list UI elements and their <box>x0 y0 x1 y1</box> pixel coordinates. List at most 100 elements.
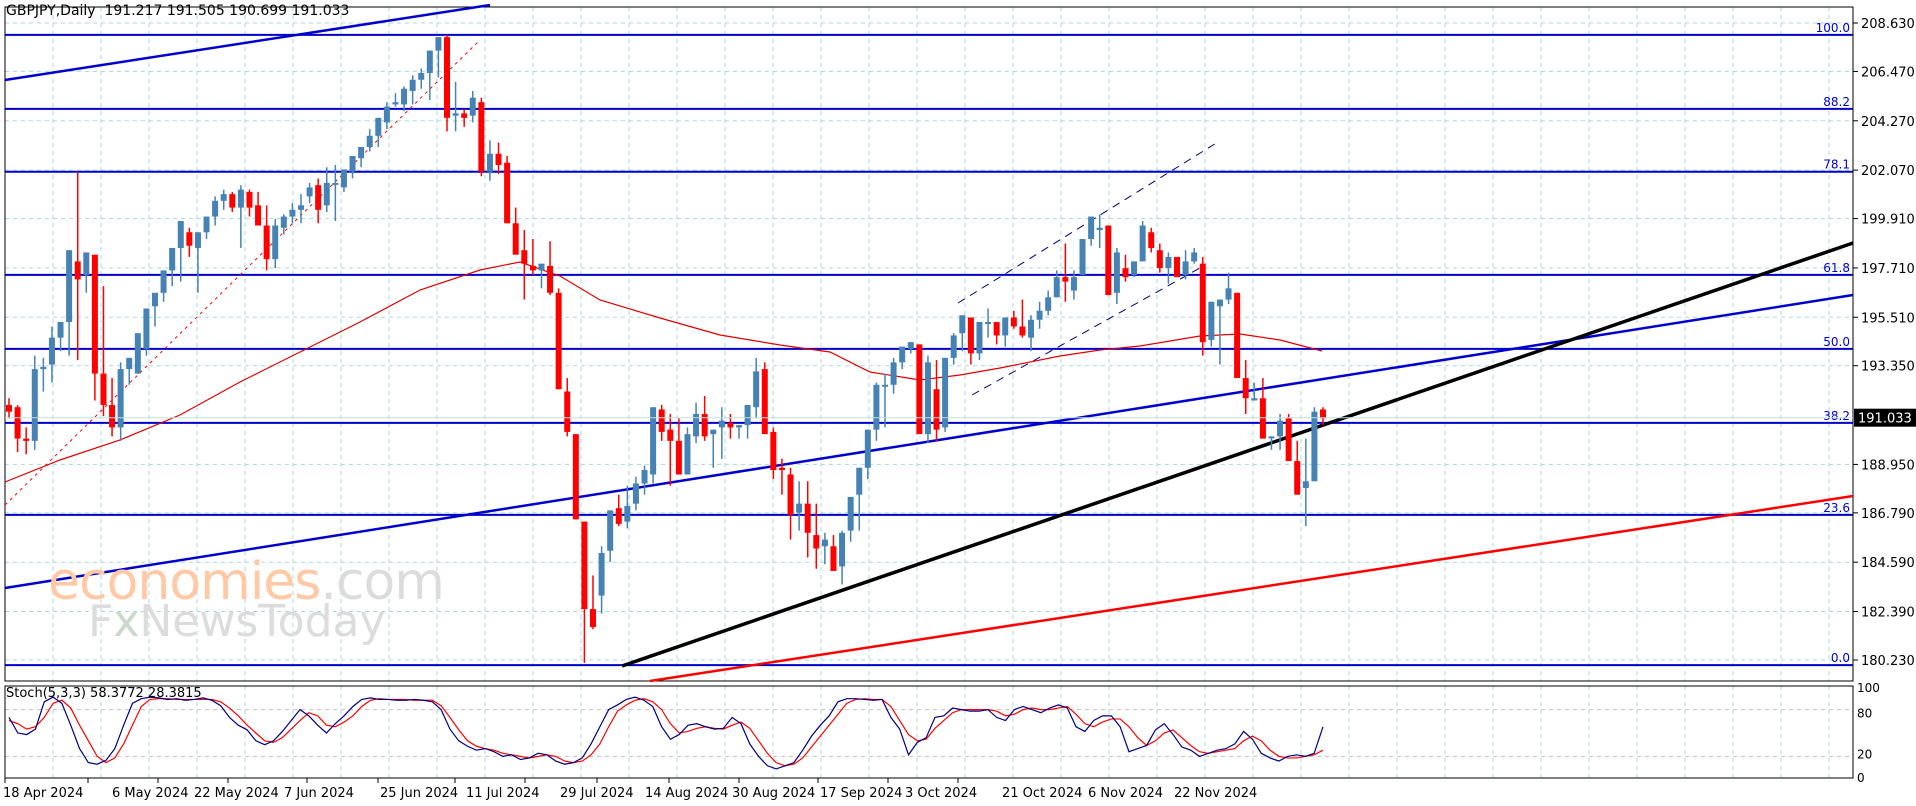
candle-body[interactable] <box>366 135 373 148</box>
candle-body[interactable] <box>1002 317 1009 336</box>
candle-body[interactable] <box>1182 261 1189 275</box>
candle-body[interactable] <box>126 357 133 370</box>
candle-body[interactable] <box>332 182 339 185</box>
candle-body[interactable] <box>778 467 785 471</box>
candle-body[interactable] <box>212 200 219 217</box>
candle-body[interactable] <box>847 496 854 531</box>
candle-body[interactable] <box>993 321 1000 336</box>
candle-body[interactable] <box>1208 301 1215 340</box>
candle-body[interactable] <box>967 317 974 354</box>
candle-body[interactable] <box>1062 277 1069 282</box>
candle-body[interactable] <box>14 407 21 439</box>
candle-body[interactable] <box>529 265 536 271</box>
candle-body[interactable] <box>684 434 691 475</box>
candle-body[interactable] <box>1113 252 1120 293</box>
candle-body[interactable] <box>375 117 382 136</box>
candle-body[interactable] <box>632 483 639 504</box>
candle-body[interactable] <box>1268 436 1275 439</box>
candle-body[interactable] <box>1079 238 1086 275</box>
candle-body[interactable] <box>220 194 227 201</box>
candle-body[interactable] <box>177 221 184 248</box>
candle-body[interactable] <box>615 508 622 524</box>
candle-body[interactable] <box>186 232 193 246</box>
candle-body[interactable] <box>821 539 828 547</box>
candle-body[interactable] <box>744 404 751 426</box>
candle-body[interactable] <box>23 438 30 441</box>
candle-body[interactable] <box>117 369 124 428</box>
candle-body[interactable] <box>48 337 55 365</box>
candle-body[interactable] <box>1302 481 1309 488</box>
candle-body[interactable] <box>504 162 511 224</box>
trendline-red[interactable] <box>649 494 1854 683</box>
candle-body[interactable] <box>478 102 485 172</box>
candle-body[interactable] <box>1028 319 1034 338</box>
candle-body[interactable] <box>1070 277 1077 291</box>
candle-body[interactable] <box>607 510 614 551</box>
candle-body[interactable] <box>6 404 12 412</box>
candle-body[interactable] <box>349 155 356 172</box>
candle-body[interactable] <box>1277 420 1284 437</box>
candle-body[interactable] <box>152 292 158 307</box>
candle-body[interactable] <box>590 609 596 628</box>
candle-body[interactable] <box>641 470 648 484</box>
candle-body[interactable] <box>1148 232 1155 248</box>
candle-body[interactable] <box>383 106 390 123</box>
candle-body[interactable] <box>950 335 957 358</box>
candle-body[interactable] <box>298 205 304 210</box>
candle-body[interactable] <box>581 521 588 610</box>
candle-body[interactable] <box>650 407 657 475</box>
candle-body[interactable] <box>1036 310 1043 320</box>
candle-body[interactable] <box>564 391 571 432</box>
candle-body[interactable] <box>237 189 244 208</box>
candle-body[interactable] <box>160 270 167 293</box>
candle-body[interactable] <box>495 153 502 165</box>
trendline-black[interactable] <box>621 241 1854 668</box>
candle-body[interactable] <box>1105 225 1112 296</box>
candle-body[interactable] <box>306 187 313 197</box>
candle-body[interactable] <box>486 153 493 172</box>
candle-body[interactable] <box>856 467 863 495</box>
candle-body[interactable] <box>66 250 73 322</box>
candle-body[interactable] <box>667 429 674 441</box>
candle-body[interactable] <box>91 254 98 374</box>
candle-body[interactable] <box>340 169 347 188</box>
candle-body[interactable] <box>169 247 176 271</box>
candle-body[interactable] <box>976 321 983 354</box>
candle-body[interactable] <box>693 413 700 437</box>
candle-body[interactable] <box>1165 256 1172 269</box>
candle-body[interactable] <box>924 362 931 435</box>
candle-body[interactable] <box>864 429 871 468</box>
candle-body[interactable] <box>753 371 760 408</box>
candle-body[interactable] <box>890 362 897 385</box>
candle-body[interactable] <box>761 369 768 435</box>
candle-body[interactable] <box>289 209 296 217</box>
candle-body[interactable] <box>229 194 236 208</box>
candle-body[interactable] <box>1259 398 1266 439</box>
candle-body[interactable] <box>1053 277 1060 298</box>
candle-body[interactable] <box>555 292 562 390</box>
candle-body[interactable] <box>323 182 330 206</box>
candle-body[interactable] <box>40 366 47 370</box>
candle-body[interactable] <box>1174 256 1180 278</box>
candle-body[interactable] <box>796 503 803 513</box>
candle-body[interactable] <box>1010 317 1017 327</box>
candle-body[interactable] <box>933 389 940 430</box>
candle-body[interactable] <box>736 425 742 428</box>
candle-body[interactable] <box>538 263 545 271</box>
candle-body[interactable] <box>624 505 631 522</box>
candle-body[interactable] <box>1199 263 1206 343</box>
candle-body[interactable] <box>1096 227 1103 231</box>
candle-body[interactable] <box>521 250 528 264</box>
candle-body[interactable] <box>31 369 38 441</box>
candle-body[interactable] <box>942 357 949 428</box>
candle-body[interactable] <box>255 205 262 226</box>
candle-body[interactable] <box>813 535 820 549</box>
candle-body[interactable] <box>985 321 992 324</box>
candle-body[interactable] <box>401 88 408 105</box>
candle-body[interactable] <box>787 474 794 515</box>
candle-body[interactable] <box>1131 261 1138 275</box>
candle-body[interactable] <box>469 97 476 116</box>
candle-body[interactable] <box>280 216 287 228</box>
